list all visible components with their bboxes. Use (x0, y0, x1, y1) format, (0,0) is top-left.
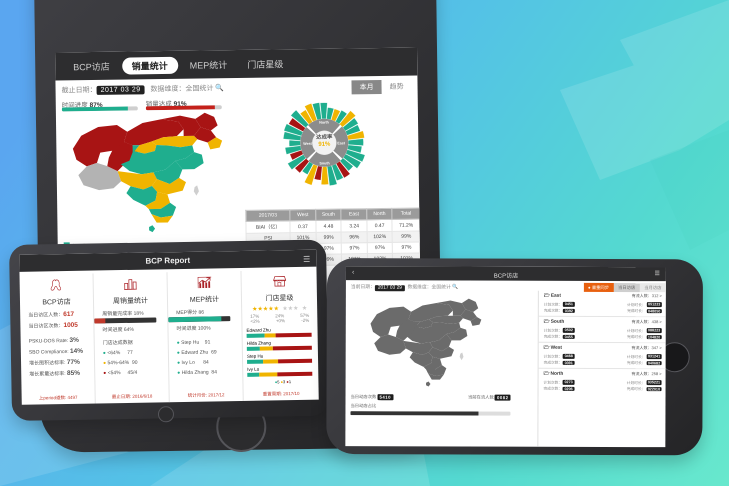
svg-text:West: West (303, 142, 312, 146)
svg-text:South: South (319, 161, 329, 165)
svg-text:North: North (319, 121, 329, 125)
svg-text:91%: 91% (318, 142, 331, 148)
svg-text:East: East (337, 141, 345, 145)
